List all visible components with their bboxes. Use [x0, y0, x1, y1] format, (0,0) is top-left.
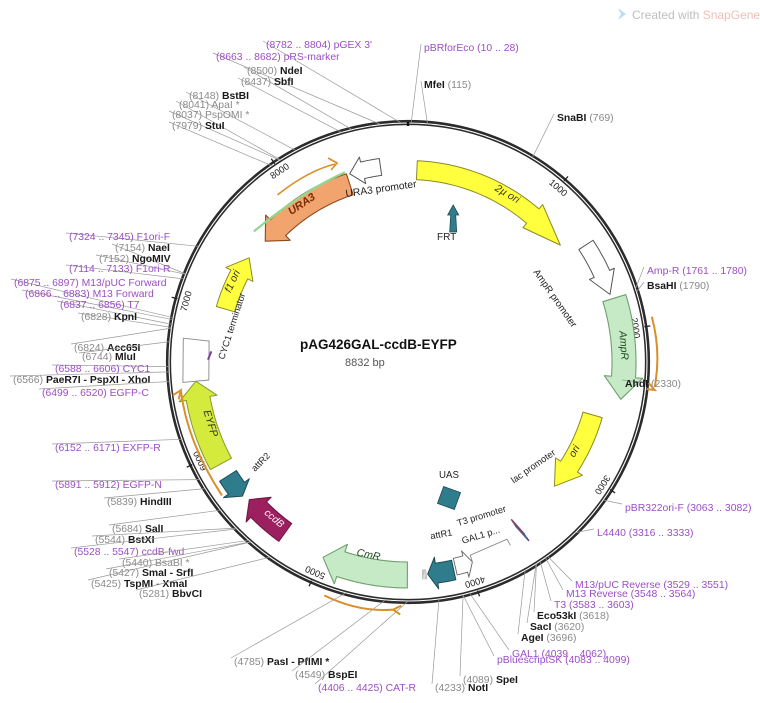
svg-text:M13/pUC Reverse (3529 .. 3551: M13/pUC Reverse (3529 .. 3551) — [575, 580, 728, 591]
svg-text:pAG426GAL-ccdB-EYFP: pAG426GAL-ccdB-EYFP — [300, 337, 457, 352]
svg-text:(5281) BbvCI: (5281) BbvCI — [139, 589, 202, 600]
svg-text:(4089) SpeI: (4089) SpeI — [463, 675, 518, 686]
svg-text:SacI (3620): SacI (3620) — [530, 622, 584, 633]
svg-text:(5528 .. 5547) ccdB-fwd: (5528 .. 5547) ccdB-fwd — [74, 547, 185, 558]
svg-text:(8500) NdeI: (8500) NdeI — [247, 66, 303, 77]
svg-text:Created with SnapGene®: Created with SnapGene® — [632, 8, 760, 22]
svg-text:UAS: UAS — [439, 470, 459, 481]
svg-text:(7154) NaeI: (7154) NaeI — [115, 243, 170, 254]
svg-text:FRT: FRT — [437, 232, 456, 243]
svg-text:(6866 .. 6883) M13 Forward: (6866 .. 6883) M13 Forward — [25, 289, 154, 300]
svg-text:(7979) StuI: (7979) StuI — [172, 121, 225, 132]
svg-text:pBRforEco (10 .. 28): pBRforEco (10 .. 28) — [424, 43, 519, 54]
svg-text:(6828) KpnI: (6828) KpnI — [81, 312, 137, 323]
svg-text:(4549) BspEI: (4549) BspEI — [295, 670, 357, 681]
svg-text:AmpR: AmpR — [616, 329, 630, 360]
svg-text:(4406 .. 4425) CAT-R: (4406 .. 4425) CAT-R — [318, 683, 416, 694]
svg-text:pBR322ori-F (3063 .. 3082): pBR322ori-F (3063 .. 3082) — [625, 503, 752, 514]
svg-text:SnaBI (769): SnaBI (769) — [557, 113, 614, 124]
svg-text:MfeI (115): MfeI (115) — [424, 80, 471, 91]
svg-text:(6875 .. 6897) M13/pUC Forward: (6875 .. 6897) M13/pUC Forward — [14, 278, 167, 289]
svg-text:T3 (3583 .. 3603): T3 (3583 .. 3603) — [554, 600, 634, 611]
svg-text:(8782 .. 8804) pGEX 3': (8782 .. 8804) pGEX 3' — [266, 40, 372, 51]
svg-text:(6744) MluI: (6744) MluI — [82, 352, 136, 363]
svg-text:(7324 .. 7345) F1ori-F: (7324 .. 7345) F1ori-F — [69, 232, 170, 243]
svg-text:(5839) HindIII: (5839) HindIII — [107, 497, 172, 508]
svg-text:(6566) PaeR7I - PspXI - XhoI: (6566) PaeR7I - PspXI - XhoI — [13, 375, 151, 386]
svg-text:(8037) PspOMI *: (8037) PspOMI * — [172, 110, 249, 121]
svg-text:pBluescriptSK (4083 .. 4099): pBluescriptSK (4083 .. 4099) — [497, 655, 630, 666]
svg-text:(6837 .. 6856) T7: (6837 .. 6856) T7 — [60, 300, 140, 311]
svg-text:Eco53kI (3618): Eco53kI (3618) — [537, 611, 609, 622]
svg-text:(4785) PasI - PflMI *: (4785) PasI - PflMI * — [234, 657, 330, 668]
svg-text:(5891 .. 5912) EGFP-N: (5891 .. 5912) EGFP-N — [55, 480, 162, 491]
svg-text:AgeI (3696): AgeI (3696) — [521, 633, 576, 644]
svg-text:BsaHI (1790): BsaHI (1790) — [647, 281, 709, 292]
svg-text:(6152 .. 6171) EXFP-R: (6152 .. 6171) EXFP-R — [55, 443, 161, 454]
svg-text:(5427) SmaI - SrfI: (5427) SmaI - SrfI — [109, 568, 193, 579]
svg-text:L4440 (3316 .. 3333): L4440 (3316 .. 3333) — [597, 528, 694, 539]
svg-text:(8437) SbfI: (8437) SbfI — [241, 77, 294, 88]
svg-text:(8663 .. 8682) pRS-marker: (8663 .. 8682) pRS-marker — [216, 52, 340, 63]
svg-text:AhdI (2330): AhdI (2330) — [625, 379, 681, 390]
svg-text:Amp-R (1761 .. 1780): Amp-R (1761 .. 1780) — [647, 266, 747, 277]
svg-text:8832 bp: 8832 bp — [345, 357, 385, 369]
svg-text:(7114 .. 7133) F1ori-R: (7114 .. 7133) F1ori-R — [69, 264, 171, 275]
svg-text:(6499 .. 6520) EGFP-C: (6499 .. 6520) EGFP-C — [42, 388, 149, 399]
